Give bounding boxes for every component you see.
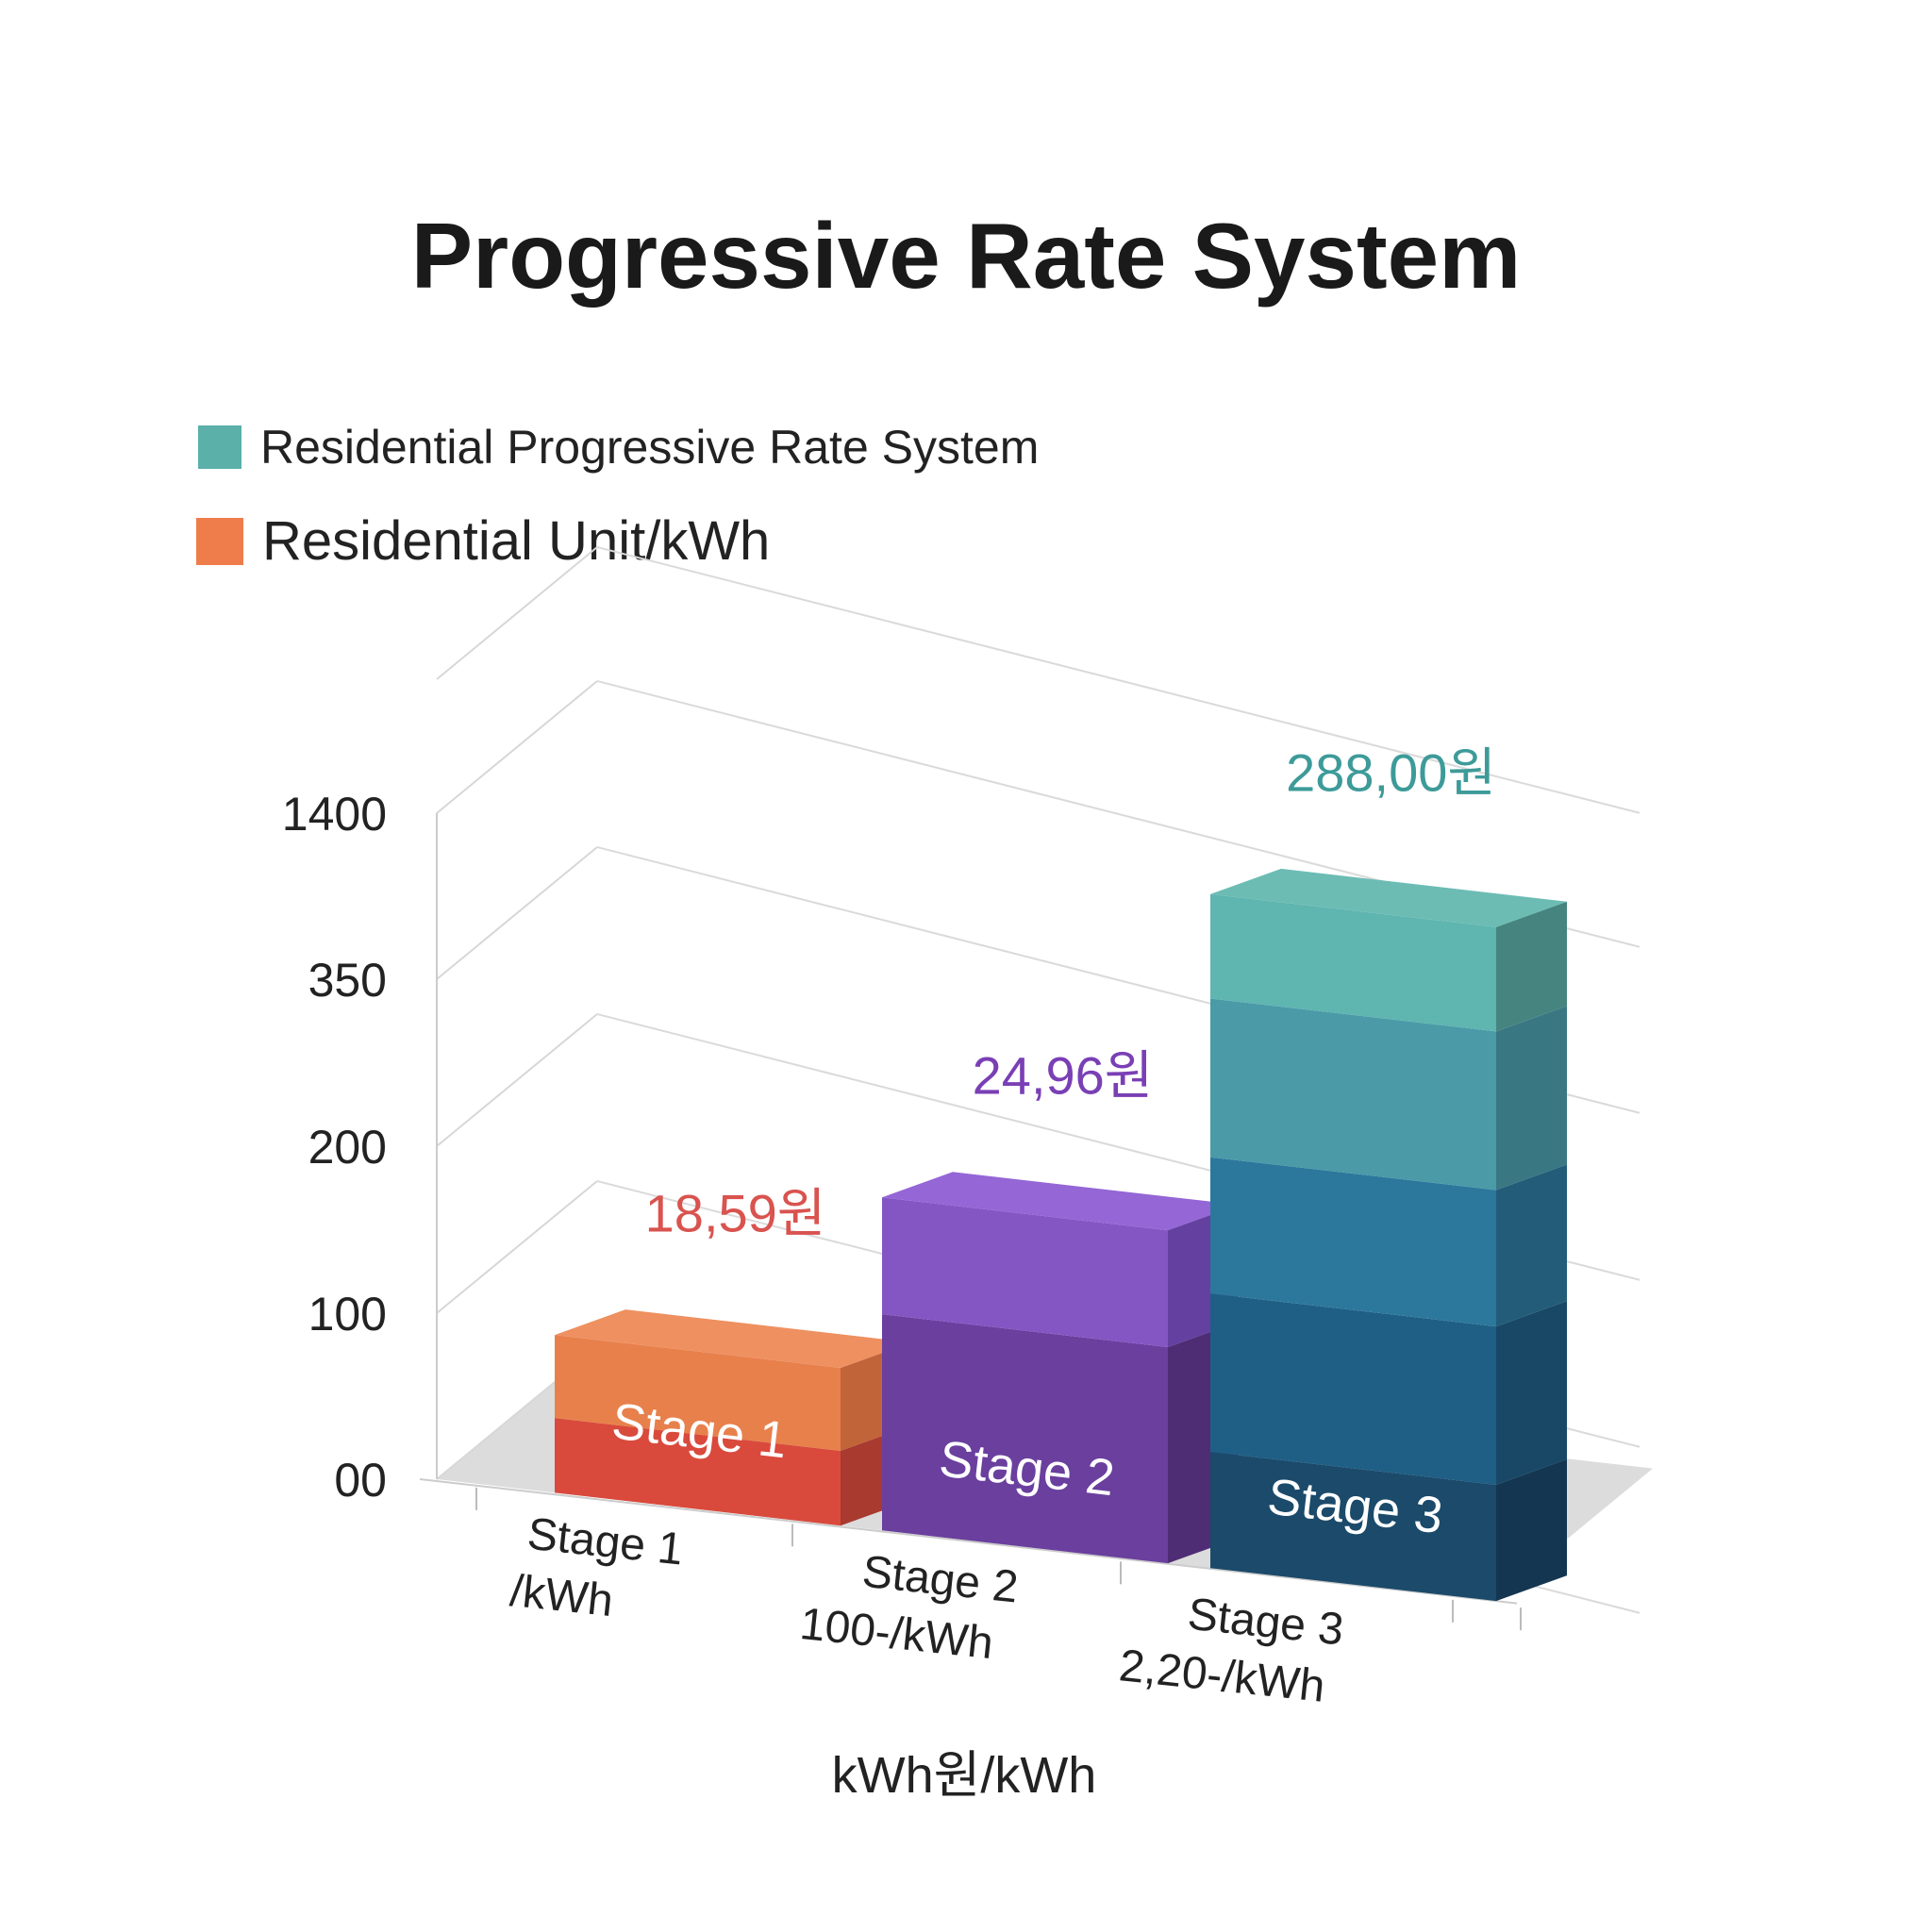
x-tick-label-line: /kWh [508, 1566, 615, 1626]
bar-top-face [882, 1172, 1239, 1231]
bar-side-segment [1496, 1006, 1567, 1191]
bar-front-segment [882, 1197, 1168, 1348]
bar-side-segment [1496, 1301, 1567, 1485]
y-tick-label: 00 [334, 1454, 387, 1507]
legend-label-progressive-rate: Residential Progressive Rate System [260, 421, 1040, 474]
bar-front-segment [555, 1335, 841, 1452]
x-axis-line [419, 1478, 1518, 1605]
y-tick-label: 350 [308, 954, 387, 1007]
legend-label-unit-kwh: Residential Unit/kWh [262, 510, 771, 572]
y-tick-label: 100 [308, 1288, 387, 1341]
bar-side-segment [1496, 1164, 1567, 1327]
x-tick-label: Stage 1/kWh [508, 1507, 685, 1633]
x-tick-label-line: 100-/kWh [797, 1599, 995, 1669]
x-tick-label-line: Stage 1 [525, 1509, 686, 1575]
x-tick-label: Stage 32,20-/kWh [1117, 1583, 1346, 1714]
x-axis-title: kWh원/kWh [832, 1747, 1097, 1804]
bar-top-face [1210, 868, 1567, 927]
bar-stage-1: Stage 118,59원 [555, 1184, 911, 1526]
chart-title: Progressive Rate System [410, 204, 1522, 308]
bar-stage-2: Stage 224,96원 [882, 1046, 1239, 1564]
gridline-back [596, 546, 1641, 814]
x-tick-label-line: 2,20-/kWh [1117, 1641, 1327, 1712]
y-tick-label: 200 [308, 1121, 387, 1174]
bar-front-segment [1210, 998, 1496, 1191]
legend-swatch-unit-kwh [196, 517, 243, 565]
gridline-side [436, 680, 598, 814]
x-tick-label-line: Stage 2 [860, 1547, 1021, 1613]
bar-side-segment [1496, 1458, 1567, 1602]
legend-swatch-progressive-rate [198, 425, 242, 469]
bar-value-label: 24,96원 [973, 1046, 1154, 1106]
gridline-side [436, 1180, 598, 1314]
bar-value-label: 18,59원 [645, 1184, 826, 1243]
gridline-side [436, 546, 598, 680]
bar-front-segment [1210, 1157, 1496, 1327]
bar-front-segment [1210, 1293, 1496, 1485]
bar-front-segment [882, 1314, 1168, 1564]
bar-front-segment [1210, 893, 1496, 1032]
x-tick-label-line: Stage 3 [1186, 1590, 1346, 1656]
legend-item-progressive-rate: Residential Progressive Rate System [198, 420, 1039, 475]
gridline-side [436, 846, 598, 980]
bar-side-segment [1496, 901, 1567, 1032]
gridline-side [436, 1013, 598, 1147]
bar-front-segment [555, 1418, 841, 1526]
y-tick-label: 1400 [282, 788, 387, 841]
bar-front-segment [1210, 1452, 1496, 1602]
x-tick-label: Stage 2100-/kWh [797, 1541, 1020, 1671]
bar-value-label: 288,00원 [1286, 742, 1496, 802]
bar-top-face [555, 1309, 911, 1369]
legend-item-unit-kwh: Residential Unit/kWh [196, 509, 770, 573]
